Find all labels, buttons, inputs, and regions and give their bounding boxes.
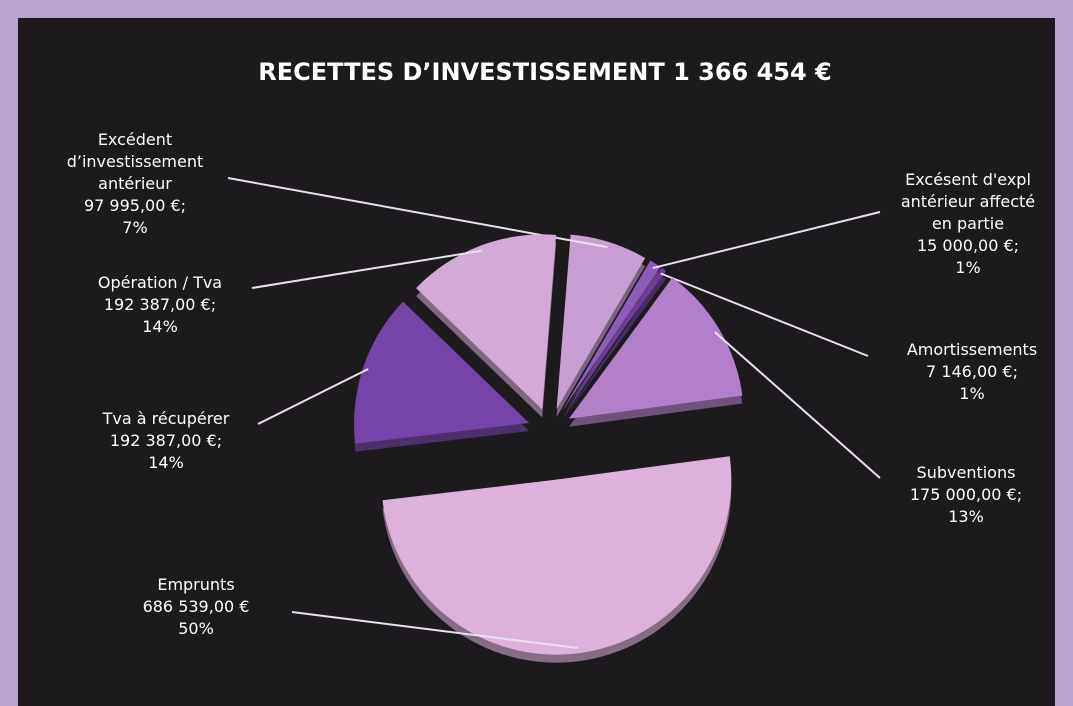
slice-label: Tva à récupérer bbox=[102, 409, 230, 428]
slice-side bbox=[562, 275, 667, 421]
slice bbox=[561, 260, 661, 412]
leader-line bbox=[291, 611, 578, 649]
slice-label: Emprunts bbox=[157, 575, 234, 594]
slice-label: Subventions bbox=[917, 463, 1016, 482]
value-label: 686 539,00 € bbox=[143, 597, 250, 616]
percent-label: 1% bbox=[959, 384, 984, 403]
slice bbox=[416, 234, 557, 410]
value-label: 97 995,00 €; bbox=[84, 196, 186, 215]
leader-line bbox=[257, 368, 369, 425]
percent-label: 14% bbox=[148, 453, 184, 472]
slice-label: Excédent d’investissement antérieur bbox=[67, 130, 204, 193]
slice-label: Excésent d'expl antérieur affecté en parti… bbox=[901, 170, 1035, 233]
chart-title: RECETTES D’INVESTISSEMENT 1 366 454 € bbox=[258, 58, 831, 86]
slice bbox=[556, 234, 646, 410]
percent-label: 7% bbox=[122, 218, 147, 237]
slice bbox=[568, 277, 743, 419]
value-label: 192 387,00 €; bbox=[104, 295, 216, 314]
slice bbox=[382, 456, 732, 655]
leader-line bbox=[714, 331, 881, 479]
percent-label: 1% bbox=[955, 258, 980, 277]
percent-label: 13% bbox=[948, 507, 984, 526]
percent-label: 50% bbox=[178, 619, 214, 638]
leader-line bbox=[660, 272, 869, 357]
slice bbox=[354, 301, 530, 444]
leader-line bbox=[652, 211, 881, 270]
leader-line bbox=[251, 249, 483, 289]
percent-label: 14% bbox=[142, 317, 178, 336]
slice bbox=[562, 267, 667, 413]
value-label: 175 000,00 €; bbox=[910, 485, 1022, 504]
slice-label: Opération / Tva bbox=[98, 273, 222, 292]
value-label: 192 387,00 €; bbox=[110, 431, 222, 450]
value-label: 7 146,00 €; bbox=[926, 362, 1018, 381]
value-label: 15 000,00 €; bbox=[917, 236, 1019, 255]
slice-label: Amortissements bbox=[907, 340, 1037, 359]
